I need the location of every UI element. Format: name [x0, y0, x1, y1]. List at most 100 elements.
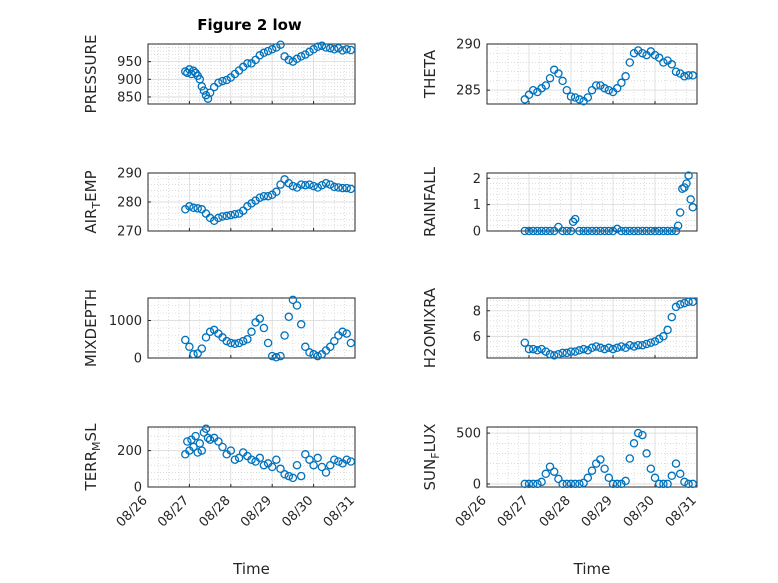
subplot-1: 850 900 950 PRESSURE Figure 2 low: [82, 16, 356, 113]
data-point: [230, 339, 240, 349]
data-point: [284, 471, 294, 481]
data-point: [579, 344, 588, 354]
data-point: [183, 437, 192, 446]
data-point: [554, 69, 563, 78]
data-point: [587, 85, 597, 95]
data-point: [342, 455, 351, 464]
data-point: [259, 48, 269, 58]
data-point: [230, 209, 240, 219]
data-point: [558, 348, 567, 358]
data-point: [292, 183, 302, 192]
data-point: [680, 183, 689, 192]
data-point: [549, 467, 559, 476]
data-point: [604, 85, 614, 95]
y-axis-label: RAINFALL: [421, 166, 439, 237]
x-tick-label: 08/28: [197, 493, 234, 530]
data-point: [562, 348, 572, 358]
axes-outline: [147, 297, 356, 359]
data-point: [654, 53, 664, 63]
data-point: [197, 344, 207, 353]
x-tick-label: 08/30: [621, 493, 658, 530]
data-point: [608, 344, 618, 354]
data-point: [680, 72, 689, 81]
data-point: [276, 180, 285, 189]
x-tick-label: 08/30: [279, 493, 316, 530]
axes-outline: [147, 172, 356, 232]
y-tick-label: 0: [473, 477, 481, 492]
data-point: [317, 41, 327, 51]
data-point: [642, 226, 651, 236]
data-point: [596, 81, 605, 90]
data-point: [528, 226, 538, 236]
data-point: [617, 78, 626, 88]
data-point: [684, 297, 693, 307]
data-point: [263, 191, 273, 201]
data-point: [650, 337, 660, 346]
axes-outline: [147, 43, 356, 105]
data-point: [214, 78, 223, 88]
data-point: [642, 339, 651, 349]
data-point: [673, 221, 683, 230]
y-tick-label: 6: [473, 330, 481, 345]
data-point: [650, 473, 660, 483]
data-point: [558, 479, 567, 489]
data-point: [663, 479, 672, 489]
data-point: [524, 226, 534, 236]
data-point: [600, 464, 609, 473]
data-point: [528, 344, 538, 354]
data-point: [276, 351, 285, 361]
data-point: [193, 204, 202, 213]
data-point: [591, 342, 601, 351]
data-point: [238, 206, 248, 215]
data-point: [629, 439, 639, 448]
data-point: [554, 474, 563, 484]
y-axis-label: SUNFLUX: [421, 424, 442, 491]
data-point: [625, 58, 635, 67]
data-point: [667, 60, 677, 69]
data-point: [272, 455, 281, 464]
data-point: [680, 298, 689, 308]
data-point: [288, 295, 298, 305]
data-point: [342, 183, 351, 193]
data-point: [189, 442, 198, 452]
data-point: [633, 46, 643, 55]
data-point: [642, 449, 651, 458]
data-point: [255, 193, 265, 202]
data-point: [629, 342, 639, 351]
data-point: [545, 462, 555, 471]
data-point: [292, 54, 302, 64]
data-point: [209, 82, 219, 92]
y-tick-label: 1: [473, 198, 481, 213]
data-point: [313, 351, 322, 361]
data-point: [541, 81, 551, 90]
data-point: [205, 88, 215, 97]
data-point: [301, 342, 310, 352]
data-point: [625, 340, 635, 350]
data-point: [583, 93, 593, 102]
data-point: [562, 479, 572, 489]
x-tick-label: 08/28: [537, 493, 574, 530]
data-point: [596, 226, 605, 236]
data-point: [663, 226, 672, 236]
y-tick-label: 200: [117, 444, 142, 459]
y-tick-label: 290: [117, 167, 142, 182]
data-point: [638, 340, 647, 350]
data-point: [251, 55, 260, 65]
data-point: [545, 349, 555, 359]
data-point: [309, 350, 318, 359]
data-point: [251, 196, 260, 205]
data-point: [541, 469, 551, 479]
axes-outline: [486, 426, 698, 488]
y-axis-label: H2OMIXRA: [421, 287, 439, 368]
data-point: [214, 213, 223, 223]
data-point: [684, 71, 693, 80]
y-tick-label: 0: [134, 352, 142, 367]
subplot-8: 0 500 SUNFLUX 08/26 08/27 08/28 08/29 08/30 08/3…: [421, 424, 700, 578]
data-point: [305, 180, 314, 189]
data-point: [321, 43, 331, 52]
data-point: [325, 43, 335, 53]
axes-outline: [147, 426, 356, 488]
data-point: [604, 473, 614, 483]
data-point: [575, 95, 584, 104]
